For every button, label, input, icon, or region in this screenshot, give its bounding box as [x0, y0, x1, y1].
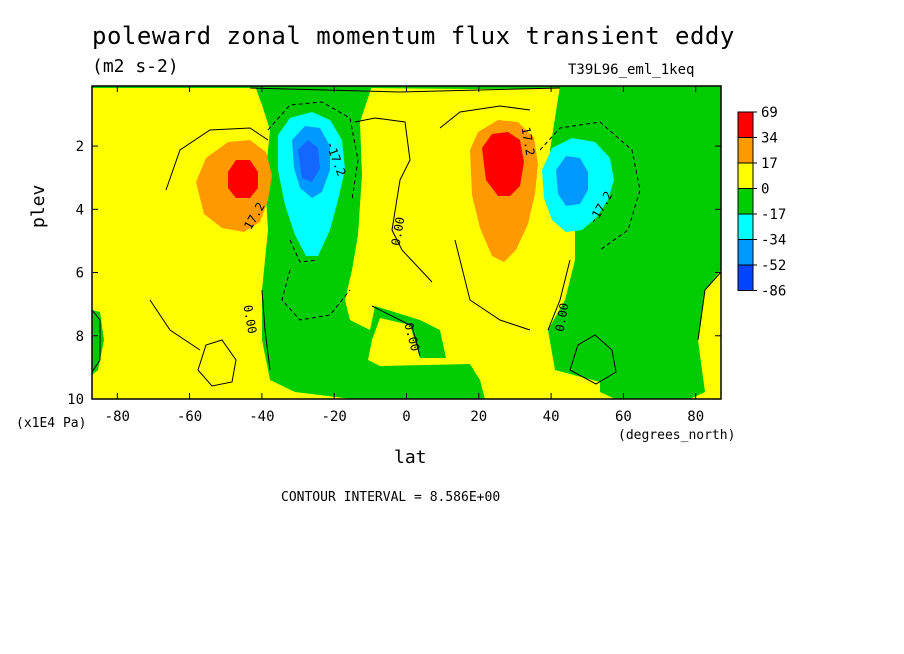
colorbar-label: -52 [761, 258, 786, 274]
x-tick-label: 40 [543, 409, 560, 425]
fill-red-sh [228, 160, 258, 198]
contour-label: 17.2 [519, 126, 538, 157]
contour-label: 0.00 [241, 304, 260, 335]
x-axis-units: (degrees_north) [618, 428, 736, 443]
y-tick-label: 2 [76, 139, 84, 155]
y-axis-label: plev [28, 184, 49, 228]
fill-blue-sh-core [298, 140, 320, 182]
contour-label: 0.00 [389, 216, 408, 247]
colorbar-label: 0 [761, 182, 769, 198]
x-tick-label: 60 [615, 409, 632, 425]
colorbar-swatch [737, 162, 754, 189]
fill-blue-nh [556, 156, 588, 206]
colorbar-swatch [737, 137, 754, 164]
negative-contour-lines [267, 101, 641, 321]
x-tick-label: 0 [402, 409, 410, 425]
chart-units: (m2 s-2) [92, 56, 179, 77]
x-tick-label: -20 [322, 409, 347, 425]
colorbar-label: 17 [761, 156, 778, 172]
contour-lines [92, 87, 721, 387]
chart-title: poleward zonal momentum flux transient e… [92, 22, 735, 50]
x-axis-label: lat [394, 447, 427, 468]
y-tick-label: 10 [67, 392, 84, 408]
experiment-label: T39L96_eml_1keq [568, 62, 695, 78]
x-tick-label: 20 [470, 409, 487, 425]
colorbar-label: -86 [761, 284, 786, 300]
colorbar-swatch [737, 188, 754, 215]
colorbar: 69 34 17 0 -17 -34 -52 -86 [737, 105, 786, 300]
colorbar-label: 34 [761, 131, 778, 147]
colorbar-swatch [737, 111, 754, 138]
x-tick-label: -60 [177, 409, 202, 425]
fill-green-west [92, 310, 104, 375]
contour-fill-layer [92, 86, 721, 399]
colorbar-label: 69 [761, 105, 778, 121]
colorbar-swatch [737, 213, 754, 240]
contour-label: 0.00 [553, 302, 572, 333]
fill-red-nh [482, 132, 524, 196]
y-tick-label: 6 [76, 266, 84, 282]
x-tick-label: -40 [249, 409, 274, 425]
x-tick-label: 80 [687, 409, 704, 425]
x-tick-label: -80 [105, 409, 130, 425]
colorbar-swatch [737, 239, 754, 266]
contour-interval: CONTOUR INTERVAL = 8.586E+00 [281, 490, 501, 505]
axis-ticks: -80 -60 -40 -20 0 20 40 60 80 2 4 6 8 10 [67, 86, 721, 425]
colorbar-label: -17 [761, 207, 786, 223]
y-tick-label: 8 [76, 329, 84, 345]
y-tick-label: 4 [76, 202, 84, 218]
colorbar-swatch [737, 264, 754, 291]
colorbar-label: -34 [761, 233, 786, 249]
y-axis-units: (x1E4 Pa) [16, 416, 87, 431]
